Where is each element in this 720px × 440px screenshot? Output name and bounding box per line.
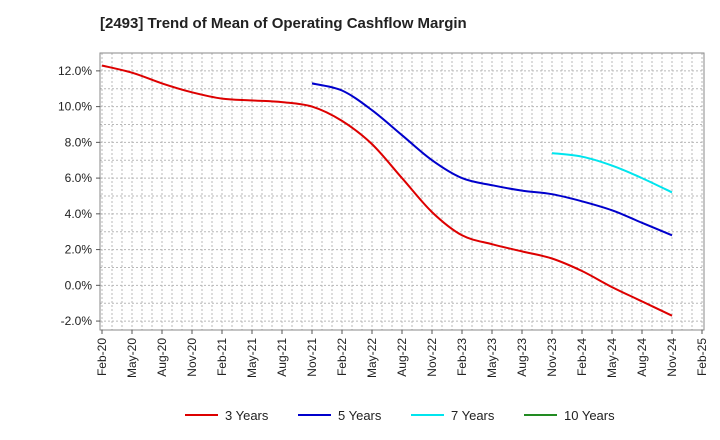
x-tick-label: Aug-23	[515, 338, 529, 377]
x-tick-label: May-22	[365, 338, 379, 378]
y-tick-label: 10.0%	[58, 100, 92, 114]
x-tick-label: Nov-24	[665, 338, 679, 377]
series-line-5-years	[311, 82, 673, 237]
x-tick-label: Aug-20	[155, 338, 169, 377]
x-tick-label: May-20	[125, 338, 139, 378]
legend-label: 7 Years	[451, 408, 495, 423]
y-tick-label: 8.0%	[65, 135, 93, 149]
grid	[100, 53, 704, 330]
x-tick-label: Aug-24	[635, 338, 649, 377]
x-tick-label: May-23	[485, 338, 499, 378]
y-axis: 12.0% 10.0% 8.0% 6.0% 4.0% 2.0% 0.0% -2.0%	[58, 64, 100, 328]
series-line-3-years	[101, 64, 673, 317]
y-tick-label: -2.0%	[61, 314, 93, 328]
x-tick-label: Feb-20	[95, 338, 109, 376]
x-tick-label: Aug-21	[275, 338, 289, 377]
y-tick-label: 4.0%	[65, 207, 93, 221]
x-tick-label: Nov-22	[425, 338, 439, 377]
x-tick-label: May-21	[245, 338, 259, 378]
x-axis: Feb-20 May-20 Aug-20 Nov-20 Feb-21 May-21 Aug-…	[95, 330, 709, 378]
chart-title: [2493] Trend of Mean of Operating Cashfl…	[100, 15, 467, 32]
x-tick-label: Nov-23	[545, 338, 559, 377]
series-line-7-years	[551, 152, 673, 194]
x-tick-label: Feb-21	[215, 338, 229, 376]
legend: 3 Years 5 Years 7 Years 10 Years	[185, 408, 615, 423]
x-tick-label: Nov-20	[185, 338, 199, 377]
x-tick-label: Feb-25	[695, 338, 709, 376]
legend-label: 10 Years	[564, 408, 615, 423]
legend-label: 5 Years	[338, 408, 382, 423]
series-lines	[101, 64, 673, 317]
x-tick-label: Aug-22	[395, 338, 409, 377]
y-tick-label: 12.0%	[58, 64, 92, 78]
y-tick-label: 0.0%	[65, 278, 93, 292]
y-tick-label: 2.0%	[65, 243, 93, 257]
x-tick-label: May-24	[605, 338, 619, 378]
x-tick-label: Feb-23	[455, 338, 469, 376]
x-tick-label: Nov-21	[305, 338, 319, 377]
x-tick-label: Feb-22	[335, 338, 349, 376]
legend-label: 3 Years	[225, 408, 269, 423]
x-tick-label: Feb-24	[575, 338, 589, 376]
y-tick-label: 6.0%	[65, 171, 93, 185]
